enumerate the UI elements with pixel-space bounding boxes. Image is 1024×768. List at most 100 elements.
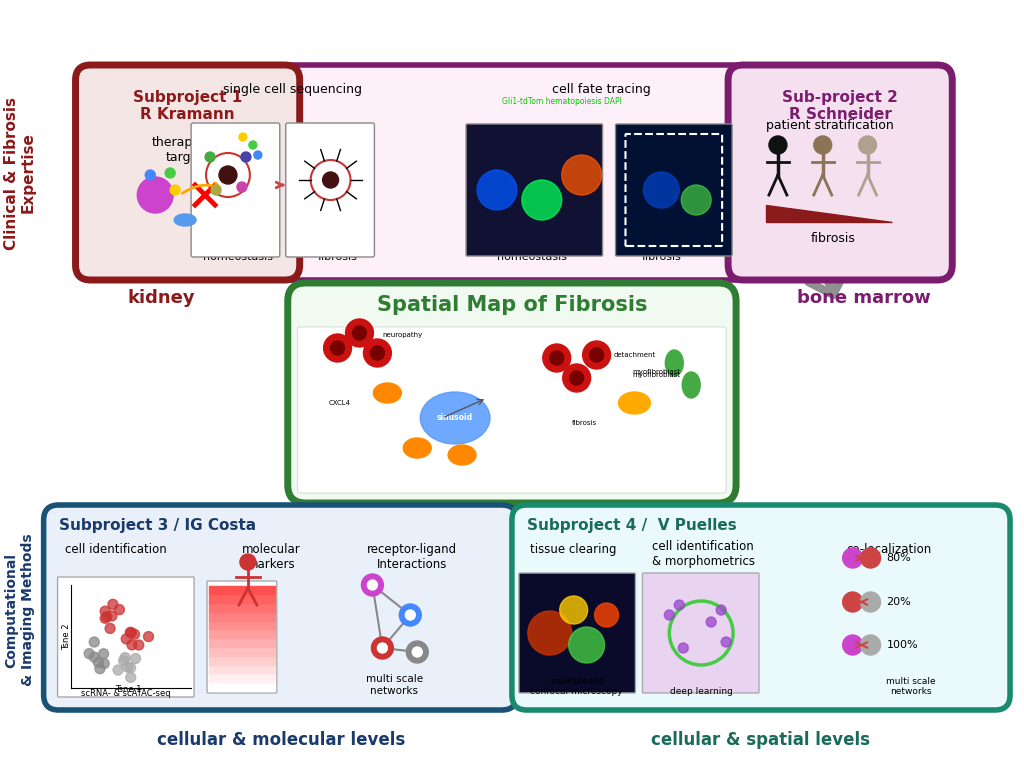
FancyBboxPatch shape [44, 505, 517, 710]
Text: bone marrow: bone marrow [797, 289, 931, 307]
Circle shape [240, 554, 256, 570]
FancyBboxPatch shape [466, 124, 602, 256]
Circle shape [860, 548, 881, 568]
Circle shape [477, 170, 517, 210]
FancyBboxPatch shape [173, 65, 811, 280]
Circle shape [814, 136, 831, 154]
Circle shape [129, 629, 139, 639]
Circle shape [595, 603, 618, 627]
Text: fibrosis: fibrosis [810, 232, 855, 245]
Text: Tsne 2: Tsne 2 [61, 624, 71, 650]
Text: deep learning: deep learning [670, 687, 732, 696]
Circle shape [98, 649, 109, 659]
Circle shape [254, 151, 262, 159]
Circle shape [522, 180, 562, 220]
Ellipse shape [137, 177, 173, 213]
Text: scRNA- & scATAC-seq: scRNA- & scATAC-seq [81, 689, 170, 698]
Text: kidney: kidney [127, 289, 195, 307]
Circle shape [121, 634, 131, 644]
Text: Tsne 1: Tsne 1 [115, 685, 141, 694]
Circle shape [407, 641, 428, 663]
Circle shape [550, 351, 564, 365]
Circle shape [372, 637, 393, 659]
FancyArrowPatch shape [689, 219, 846, 295]
Circle shape [678, 643, 688, 653]
Text: cellular & molecular levels: cellular & molecular levels [157, 731, 404, 749]
Circle shape [361, 574, 383, 596]
Text: Sub-project 2
R Schneider: Sub-project 2 R Schneider [782, 90, 898, 122]
Bar [209, 621, 274, 630]
Text: therapeutic
targets: therapeutic targets [152, 136, 223, 164]
Circle shape [721, 637, 731, 647]
FancyArrowPatch shape [390, 240, 480, 309]
Text: fibrosis: fibrosis [572, 420, 597, 426]
Circle shape [137, 177, 173, 213]
Circle shape [583, 341, 610, 369]
Text: multi scale
networks: multi scale networks [366, 674, 423, 696]
Circle shape [93, 657, 103, 667]
FancyBboxPatch shape [207, 581, 276, 693]
Text: tissue clearing: tissue clearing [530, 543, 616, 556]
Text: homeostasis: homeostasis [203, 252, 273, 262]
Circle shape [406, 610, 416, 620]
Circle shape [105, 624, 115, 634]
Text: 20%: 20% [887, 597, 911, 607]
FancyBboxPatch shape [615, 124, 732, 256]
Circle shape [113, 665, 123, 675]
Text: single cell sequencing: single cell sequencing [223, 83, 362, 96]
Text: multiplexed
confocal microscopy: multiplexed confocal microscopy [530, 677, 623, 696]
Circle shape [569, 371, 584, 385]
Bar [209, 630, 274, 638]
Circle shape [843, 635, 862, 655]
Text: cell identification: cell identification [65, 543, 166, 556]
Text: Spatial Map of Fibrosis: Spatial Map of Fibrosis [377, 295, 647, 315]
FancyBboxPatch shape [57, 577, 195, 697]
Text: cellular & spatial levels: cellular & spatial levels [651, 731, 870, 749]
Bar [209, 665, 274, 674]
Text: Subproject 3 / IG Costa: Subproject 3 / IG Costa [58, 518, 256, 533]
Circle shape [590, 348, 603, 362]
Circle shape [674, 600, 684, 610]
Circle shape [249, 141, 257, 149]
Bar [209, 594, 274, 603]
Circle shape [716, 605, 726, 615]
Circle shape [89, 637, 99, 647]
Circle shape [130, 654, 140, 664]
Circle shape [371, 346, 384, 360]
Circle shape [134, 640, 143, 650]
Circle shape [563, 364, 591, 392]
Bar [209, 683, 274, 691]
Text: co-localization: co-localization [846, 543, 931, 556]
Circle shape [860, 592, 881, 612]
Circle shape [127, 640, 137, 650]
Bar [209, 586, 274, 594]
Circle shape [368, 580, 378, 590]
Circle shape [143, 631, 154, 641]
Text: CXCL4: CXCL4 [329, 400, 350, 406]
Circle shape [858, 136, 877, 154]
Circle shape [84, 649, 94, 659]
Circle shape [100, 614, 111, 624]
FancyBboxPatch shape [298, 327, 726, 493]
Circle shape [115, 604, 124, 614]
Circle shape [352, 326, 367, 340]
Circle shape [126, 672, 136, 682]
Text: multi scale
networks: multi scale networks [886, 677, 935, 696]
Circle shape [126, 627, 136, 637]
Text: Subproject 4 /  V Puelles: Subproject 4 / V Puelles [527, 518, 736, 533]
Circle shape [89, 652, 99, 662]
Ellipse shape [666, 350, 683, 376]
Bar [209, 656, 274, 664]
Text: myofibroblast: myofibroblast [633, 369, 680, 375]
Text: neuropathy: neuropathy [382, 332, 423, 338]
Circle shape [211, 185, 221, 195]
Circle shape [101, 611, 112, 621]
Circle shape [543, 344, 570, 372]
Circle shape [378, 643, 387, 653]
Ellipse shape [682, 372, 700, 398]
Circle shape [120, 653, 130, 663]
FancyBboxPatch shape [76, 65, 300, 280]
Text: Computational
& Imaging Methods: Computational & Imaging Methods [5, 534, 35, 687]
Circle shape [413, 647, 422, 657]
Text: Clinical & Fibrosis
Expertise: Clinical & Fibrosis Expertise [3, 97, 36, 250]
